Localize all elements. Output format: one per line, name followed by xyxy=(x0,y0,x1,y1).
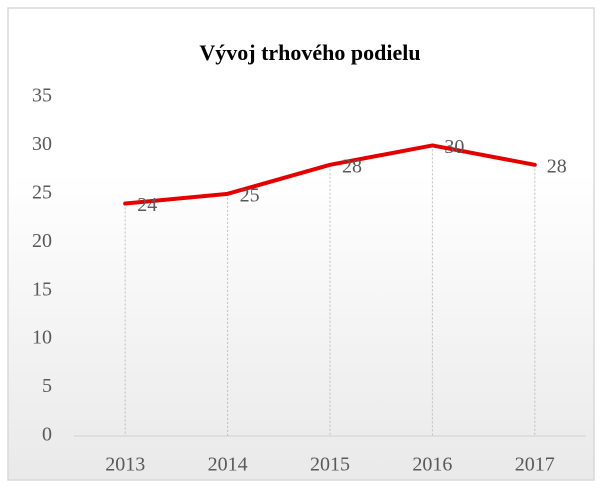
y-tick-label: 30 xyxy=(32,133,52,155)
y-tick-label: 25 xyxy=(32,181,52,203)
y-tick-label: 0 xyxy=(42,424,52,446)
y-tick-label: 5 xyxy=(42,375,52,397)
x-tick-label: 2015 xyxy=(310,454,350,476)
y-tick-label: 15 xyxy=(32,278,52,300)
chart-title: Vývoj trhového podielu xyxy=(199,40,420,65)
data-label: 28 xyxy=(547,155,567,177)
y-tick-label: 10 xyxy=(32,327,52,349)
x-tick-label: 2017 xyxy=(515,454,555,476)
data-label: 28 xyxy=(342,155,362,177)
y-tick-label: 20 xyxy=(32,230,52,252)
y-tick-label: 35 xyxy=(32,85,52,107)
data-label: 24 xyxy=(137,194,157,216)
x-tick-label: 2013 xyxy=(105,454,145,476)
data-line xyxy=(123,143,537,206)
x-tick-label: 2014 xyxy=(208,454,248,476)
data-label: 25 xyxy=(240,184,260,206)
x-tick-label: 2016 xyxy=(412,454,452,476)
data-label: 30 xyxy=(444,136,464,158)
chart-frame xyxy=(7,7,595,481)
